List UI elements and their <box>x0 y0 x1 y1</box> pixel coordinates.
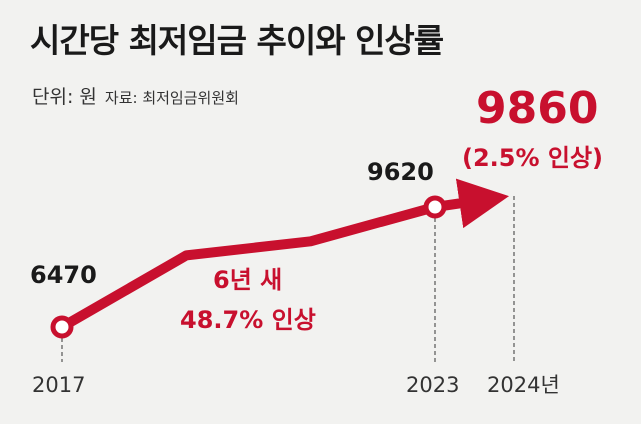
x-tick-2024: 2024년 <box>487 373 560 397</box>
final-increase-note: (2.5% 인상) <box>462 144 603 172</box>
x-tick-2017: 2017 <box>32 373 85 397</box>
source-label: 자료: 최저임금위원회 <box>104 89 239 107</box>
unit-label: 단위: 원 <box>32 86 97 108</box>
value-label-2023: 9620 <box>367 158 434 186</box>
value-label-2024: 9860 <box>476 83 598 134</box>
period-annotation-line2: 48.7% 인상 <box>180 306 316 334</box>
chart-title: 시간당 최저임금 추이와 인상률 <box>30 21 444 60</box>
value-label-2017: 6470 <box>30 261 97 289</box>
x-tick-2023: 2023 <box>406 373 459 397</box>
data-point-2023 <box>423 195 447 219</box>
chart-subtitle: 단위: 원 자료: 최저임금위원회 <box>32 82 239 109</box>
period-annotation-line1: 6년 새 <box>213 266 282 294</box>
data-point-2017 <box>50 315 74 339</box>
series-line <box>59 178 510 332</box>
